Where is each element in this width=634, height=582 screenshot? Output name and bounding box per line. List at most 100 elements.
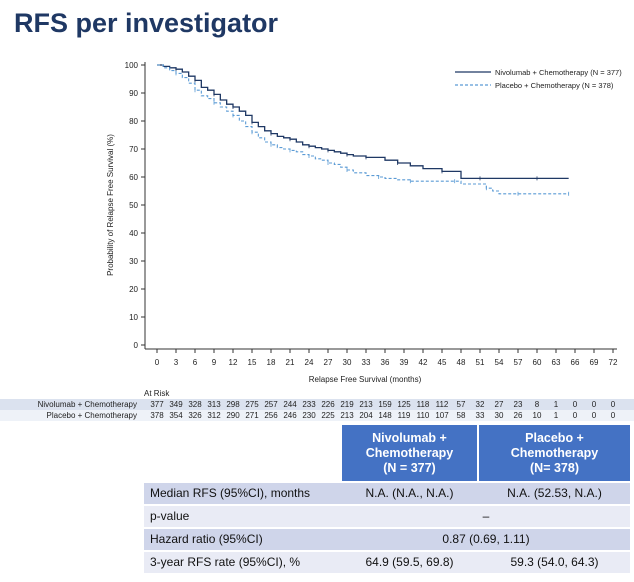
at-risk-value: 213 <box>359 400 373 409</box>
x-tick-label: 30 <box>343 358 352 367</box>
at-risk-value: 298 <box>226 400 240 409</box>
cell-placebo: 59.3 (54.0, 64.3) <box>510 555 599 569</box>
y-tick-label: 80 <box>129 117 138 126</box>
at-risk-value: 112 <box>435 400 449 409</box>
at-risk-value: 57 <box>456 400 466 409</box>
series-line-1 <box>157 64 569 195</box>
at-risk-value: 326 <box>188 411 202 420</box>
at-risk-value: 244 <box>283 400 297 409</box>
page-title: RFS per investigator <box>14 8 279 38</box>
at-risk-value: 349 <box>169 400 183 409</box>
header-nivolumab: Nivolumab + Chemotherapy (N = 377) <box>342 425 477 481</box>
at-risk-value: 148 <box>378 411 392 420</box>
at-risk-value: 107 <box>435 411 449 420</box>
x-tick-label: 48 <box>457 358 466 367</box>
x-axis-label: Relapse Free Survival (months) <box>309 375 422 384</box>
at-risk-value: 290 <box>226 411 240 420</box>
at-risk-value: 257 <box>264 400 278 409</box>
x-tick-label: 60 <box>533 358 542 367</box>
at-risk-value: 159 <box>378 400 392 409</box>
at-risk-value: 118 <box>416 400 430 409</box>
at-risk-value: 125 <box>397 400 411 409</box>
at-risk-label: Placebo + Chemotherapy <box>46 411 138 420</box>
y-tick-label: 100 <box>125 61 139 70</box>
at-risk-value: 354 <box>169 411 183 420</box>
at-risk-value: 219 <box>340 400 354 409</box>
y-tick-label: 20 <box>129 285 138 294</box>
cell-nivolumab: 64.9 (59.5, 69.8) <box>365 555 454 569</box>
x-tick-label: 42 <box>419 358 428 367</box>
at-risk-value: 256 <box>264 411 278 420</box>
at-risk-value: 271 <box>245 411 259 420</box>
header-nivolumab-line: Nivolumab + <box>372 430 447 445</box>
x-tick-label: 24 <box>305 358 314 367</box>
at-risk-value: 0 <box>572 400 578 409</box>
at-risk-value: 33 <box>475 411 485 420</box>
at-risk-value: 226 <box>321 400 335 409</box>
at-risk-value: 1 <box>553 411 559 420</box>
at-risk-value: 58 <box>456 411 466 420</box>
x-tick-label: 33 <box>362 358 371 367</box>
series-line-0 <box>157 64 569 180</box>
at-risk-row-placebo: Placebo + Chemotherapy 378 354 326 312 290 271… <box>0 410 634 421</box>
y-tick-label: 90 <box>129 89 138 98</box>
x-tick-label: 0 <box>155 358 160 367</box>
at-risk-value: 119 <box>397 411 411 420</box>
cell-combined: – <box>482 509 490 523</box>
at-risk-header: At Risk <box>144 389 170 398</box>
at-risk-value: 0 <box>591 400 597 409</box>
y-tick-label: 0 <box>134 341 139 350</box>
x-tick-label: 9 <box>212 358 217 367</box>
at-risk-value: 275 <box>245 400 259 409</box>
at-risk-label: Nivolumab + Chemotherapy <box>37 400 137 409</box>
row-label: 3-year RFS rate (95%CI), % <box>150 555 301 569</box>
table-row-3yr-rfs: 3-year RFS rate (95%CI), % 64.9 (59.5, 6… <box>144 552 630 573</box>
at-risk-value: 23 <box>513 400 523 409</box>
x-tick-label: 57 <box>514 358 523 367</box>
km-chart: 0 3 6 9 12 15 18 21 24 27 30 33 36 39 42 45 48 51 54 57 60 63… <box>106 61 622 384</box>
at-risk-value: 313 <box>207 400 221 409</box>
x-tick-label: 6 <box>193 358 198 367</box>
y-tick-label: 30 <box>129 257 138 266</box>
at-risk-value: 1 <box>553 400 559 409</box>
at-risk-value: 230 <box>302 411 316 420</box>
y-tick-label: 70 <box>129 145 138 154</box>
x-tick-label: 21 <box>286 358 295 367</box>
at-risk-value: 0 <box>610 400 616 409</box>
x-tick-label: 54 <box>495 358 504 367</box>
cell-placebo: N.A. (52.53, N.A.) <box>507 486 602 500</box>
at-risk-value: 378 <box>150 411 164 420</box>
x-tick-label: 45 <box>438 358 447 367</box>
at-risk-value: 26 <box>513 411 523 420</box>
header-nivolumab-line: Chemotherapy <box>365 445 454 460</box>
at-risk-value: 0 <box>591 411 597 420</box>
legend-entry-1: Placebo + Chemotherapy (N = 378) <box>495 81 614 90</box>
at-risk-value: 30 <box>494 411 504 420</box>
y-tick-label: 60 <box>129 173 138 182</box>
at-risk-value: 204 <box>359 411 373 420</box>
table-row-median-rfs: Median RFS (95%CI), months N.A. (N.A., N… <box>144 483 630 504</box>
table-row-hazard-ratio: Hazard ratio (95%CI) 0.87 (0.69, 1.11) <box>144 529 630 550</box>
header-placebo: Placebo + Chemotherapy (N= 378) <box>479 425 630 481</box>
x-tick-label: 18 <box>267 358 276 367</box>
at-risk-value: 10 <box>532 411 542 420</box>
header-nivolumab-line: (N = 377) <box>383 460 436 475</box>
at-risk-value: 233 <box>302 400 316 409</box>
at-risk-row-nivolumab: Nivolumab + Chemotherapy 377 349 328 313 298 2… <box>0 399 634 410</box>
at-risk-value: 312 <box>207 411 221 420</box>
table-row-p-value: p-value – <box>144 506 630 527</box>
x-tick-label: 15 <box>248 358 257 367</box>
legend-entry-0: Nivolumab + Chemotherapy (N = 377) <box>495 68 622 77</box>
x-tick-label: 3 <box>174 358 179 367</box>
y-axis-label: Probability of Relapse Free Survival (%) <box>106 134 115 276</box>
y-tick-label: 10 <box>129 313 138 322</box>
x-tick-label: 51 <box>476 358 485 367</box>
x-tick-label: 69 <box>590 358 599 367</box>
at-risk-value: 110 <box>416 411 430 420</box>
x-tick-label: 36 <box>381 358 390 367</box>
x-tick-label: 63 <box>552 358 561 367</box>
header-placebo-line: Placebo + <box>525 430 584 445</box>
cell-combined: 0.87 (0.69, 1.11) <box>442 532 530 546</box>
at-risk-value: 377 <box>150 400 164 409</box>
cell-nivolumab: N.A. (N.A., N.A.) <box>365 486 454 500</box>
